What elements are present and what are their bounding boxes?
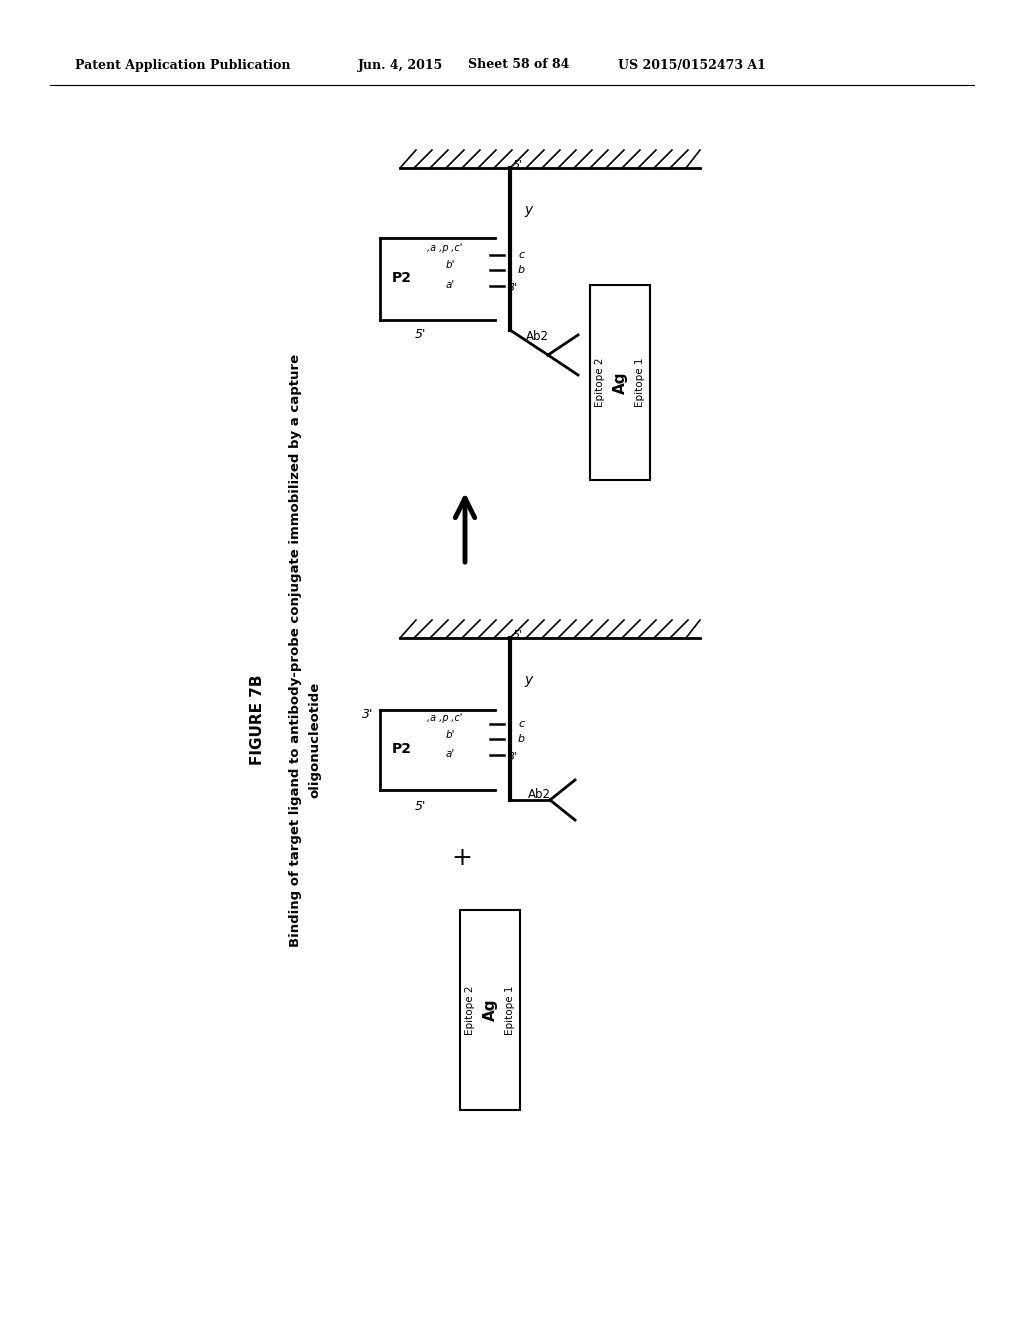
Text: c: c <box>518 249 524 260</box>
Text: ,c': ,c' <box>445 713 463 723</box>
Text: 5': 5' <box>415 800 426 813</box>
Text: 3': 3' <box>508 752 518 762</box>
Text: Sheet 58 of 84: Sheet 58 of 84 <box>468 58 569 71</box>
Text: Ab2: Ab2 <box>528 788 551 801</box>
Text: 5': 5' <box>415 329 426 342</box>
Text: Ab2: Ab2 <box>526 330 549 343</box>
Text: Epitope 2: Epitope 2 <box>465 985 475 1035</box>
Text: y: y <box>524 673 532 686</box>
Text: Ag: Ag <box>612 371 628 393</box>
Text: 3': 3' <box>508 282 518 293</box>
Text: US 2015/0152473 A1: US 2015/0152473 A1 <box>618 58 766 71</box>
Text: b': b' <box>446 260 456 271</box>
Text: a': a' <box>446 280 456 290</box>
Text: Epitope 1: Epitope 1 <box>505 985 515 1035</box>
Text: Jun. 4, 2015: Jun. 4, 2015 <box>358 58 443 71</box>
Bar <box>460 909 520 1110</box>
Text: c: c <box>518 719 524 729</box>
Text: y: y <box>524 203 532 216</box>
Text: Binding of target ligand to antibody-probe conjugate immobilized by a capture: Binding of target ligand to antibody-pro… <box>289 354 301 946</box>
Text: +: + <box>452 846 472 870</box>
Text: b': b' <box>446 730 456 741</box>
Text: ,a ,p: ,a ,p <box>427 243 449 253</box>
Text: 5': 5' <box>513 160 523 170</box>
Text: Epitope 1: Epitope 1 <box>635 358 645 408</box>
Bar <box>590 285 650 480</box>
Text: a': a' <box>446 748 456 759</box>
Text: b: b <box>518 734 525 744</box>
Text: Epitope 2: Epitope 2 <box>595 358 605 408</box>
Text: Patent Application Publication: Patent Application Publication <box>75 58 291 71</box>
Text: FIGURE 7B: FIGURE 7B <box>251 675 265 766</box>
Text: ,c': ,c' <box>445 243 463 253</box>
Text: P2: P2 <box>392 271 412 285</box>
Text: b: b <box>518 265 525 275</box>
Text: 5': 5' <box>513 630 523 640</box>
Text: oligonucleotide: oligonucleotide <box>308 682 322 799</box>
Text: Ag: Ag <box>482 999 498 1022</box>
Text: P2: P2 <box>392 742 412 756</box>
Text: ,a ,p: ,a ,p <box>427 713 449 723</box>
Text: 3': 3' <box>362 709 374 722</box>
